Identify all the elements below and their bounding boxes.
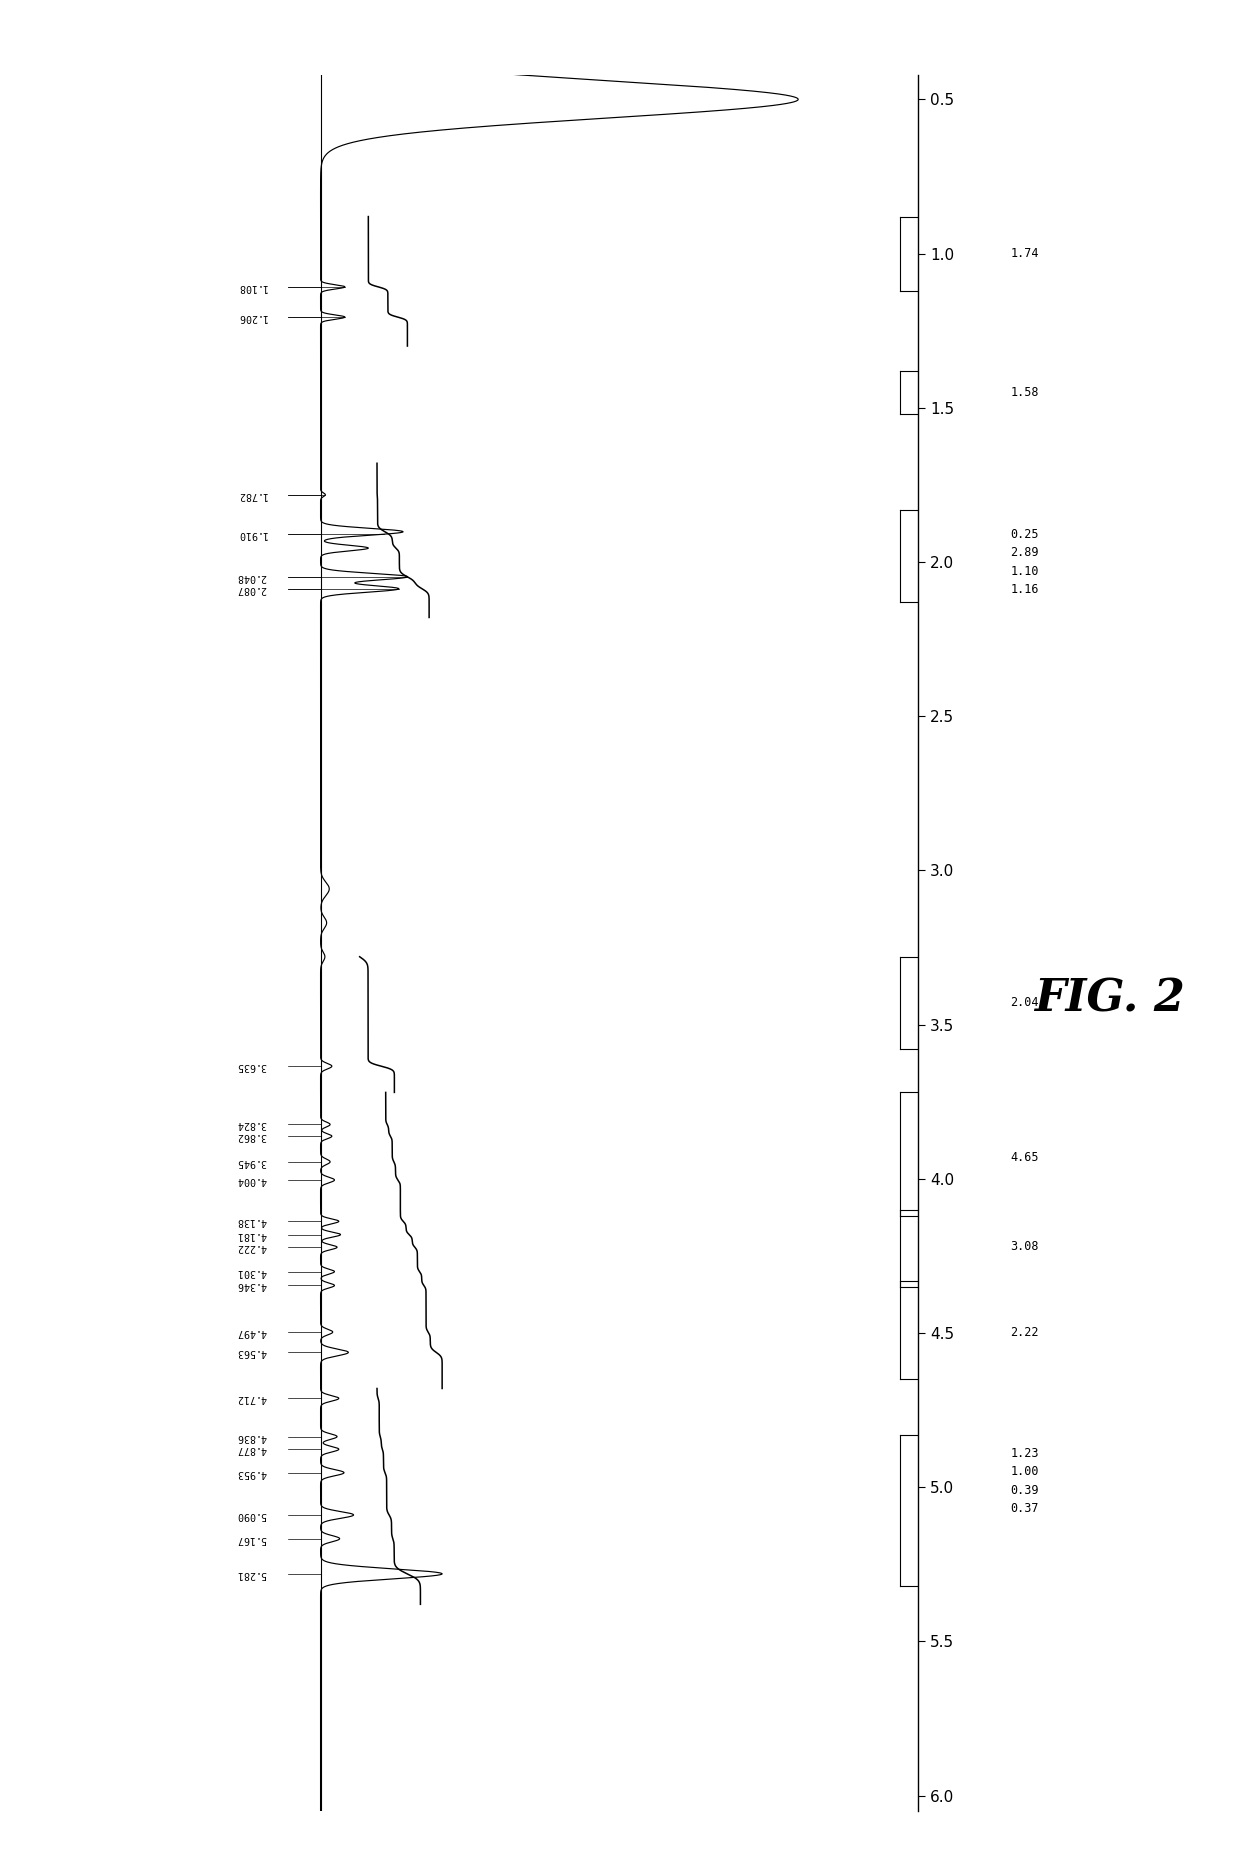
Text: 4.953: 4.953 <box>237 1467 267 1477</box>
Text: 4.301: 4.301 <box>237 1266 267 1277</box>
Text: 5.281: 5.281 <box>237 1568 267 1579</box>
Text: 1.910: 1.910 <box>237 528 267 540</box>
Text: 4.712: 4.712 <box>237 1393 267 1404</box>
Text: 2.087: 2.087 <box>237 584 267 594</box>
Text: 3.862: 3.862 <box>237 1131 267 1141</box>
Text: 4.346: 4.346 <box>237 1281 267 1290</box>
Text: 4.563: 4.563 <box>237 1348 267 1357</box>
Text: 0.25: 0.25 <box>1011 528 1039 541</box>
Text: 1.108: 1.108 <box>237 282 267 291</box>
Text: 1.206: 1.206 <box>237 312 267 323</box>
Text: 2.04: 2.04 <box>1011 997 1039 1010</box>
Text: 1.782: 1.782 <box>237 489 267 500</box>
Text: 3.945: 3.945 <box>237 1158 267 1167</box>
Text: 1.10: 1.10 <box>1011 564 1039 577</box>
Text: 0.39: 0.39 <box>1011 1484 1039 1497</box>
Text: 4.138: 4.138 <box>237 1215 267 1227</box>
Text: 1.00: 1.00 <box>1011 1466 1039 1479</box>
Text: 5.090: 5.090 <box>237 1510 267 1520</box>
Text: 4.877: 4.877 <box>237 1445 267 1454</box>
Text: 4.222: 4.222 <box>237 1242 267 1253</box>
Text: 2.89: 2.89 <box>1011 547 1039 560</box>
Text: 1.74: 1.74 <box>1011 246 1039 260</box>
Text: 2.22: 2.22 <box>1011 1326 1039 1339</box>
Text: 3.635: 3.635 <box>237 1060 267 1072</box>
Text: 4.497: 4.497 <box>237 1327 267 1337</box>
Text: 5.167: 5.167 <box>237 1533 267 1544</box>
Text: 1.58: 1.58 <box>1011 386 1039 400</box>
Text: 2.048: 2.048 <box>237 571 267 583</box>
Text: 4.836: 4.836 <box>237 1432 267 1441</box>
Text: FIG. 2: FIG. 2 <box>1034 976 1185 1021</box>
Text: 1.16: 1.16 <box>1011 583 1039 596</box>
Text: 0.37: 0.37 <box>1011 1503 1039 1516</box>
Text: 3.824: 3.824 <box>237 1120 267 1130</box>
Text: 1.23: 1.23 <box>1011 1447 1039 1460</box>
Text: 4.004: 4.004 <box>237 1174 267 1186</box>
Text: 4.181: 4.181 <box>237 1230 267 1240</box>
Text: 3.08: 3.08 <box>1011 1240 1039 1253</box>
Text: 4.65: 4.65 <box>1011 1150 1039 1163</box>
